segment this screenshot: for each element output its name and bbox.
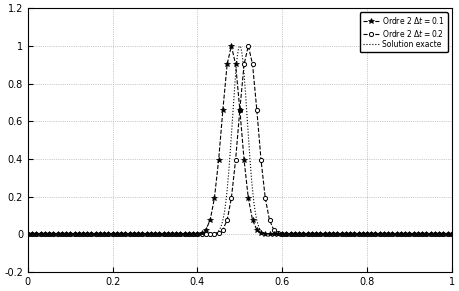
Ordre 2 $\Delta t = 0.2$ xyxy=(246,44,251,48)
Line: Ordre 2 $\Delta t = 0.2$: Ordre 2 $\Delta t = 0.2$ xyxy=(26,44,454,236)
Ordre 2 $\Delta t = 0.1$ xyxy=(131,233,137,236)
Ordre 2 $\Delta t = 0.2$ xyxy=(347,233,353,236)
Ordre 2 $\Delta t = 0.1$ xyxy=(55,233,60,236)
Ordre 2 $\Delta t = 0.1$ xyxy=(449,233,454,236)
Line: Ordre 2 $\Delta t = 0.1$: Ordre 2 $\Delta t = 0.1$ xyxy=(25,43,454,237)
Ordre 2 $\Delta t = 0.1$ xyxy=(229,44,234,48)
Ordre 2 $\Delta t = 0.2$ xyxy=(131,233,137,236)
Ordre 2 $\Delta t = 0.1$ xyxy=(347,233,353,236)
Legend: Ordre 2 $\Delta t = 0.1$, Ordre 2 $\Delta t = 0.2$, Solution exacte: Ordre 2 $\Delta t = 0.1$, Ordre 2 $\Delt… xyxy=(359,12,448,52)
Ordre 2 $\Delta t = 0.1$ xyxy=(284,233,289,236)
Ordre 2 $\Delta t = 0.1$ xyxy=(326,233,331,236)
Ordre 2 $\Delta t = 0.2$ xyxy=(449,233,454,236)
Ordre 2 $\Delta t = 0.1$ xyxy=(220,108,226,111)
Ordre 2 $\Delta t = 0.2$ xyxy=(220,228,226,231)
Ordre 2 $\Delta t = 0.2$ xyxy=(326,233,331,236)
Ordre 2 $\Delta t = 0.2$ xyxy=(284,233,289,236)
Ordre 2 $\Delta t = 0.1$ xyxy=(25,233,31,236)
Ordre 2 $\Delta t = 0.2$ xyxy=(55,233,60,236)
Ordre 2 $\Delta t = 0.2$ xyxy=(25,233,31,236)
